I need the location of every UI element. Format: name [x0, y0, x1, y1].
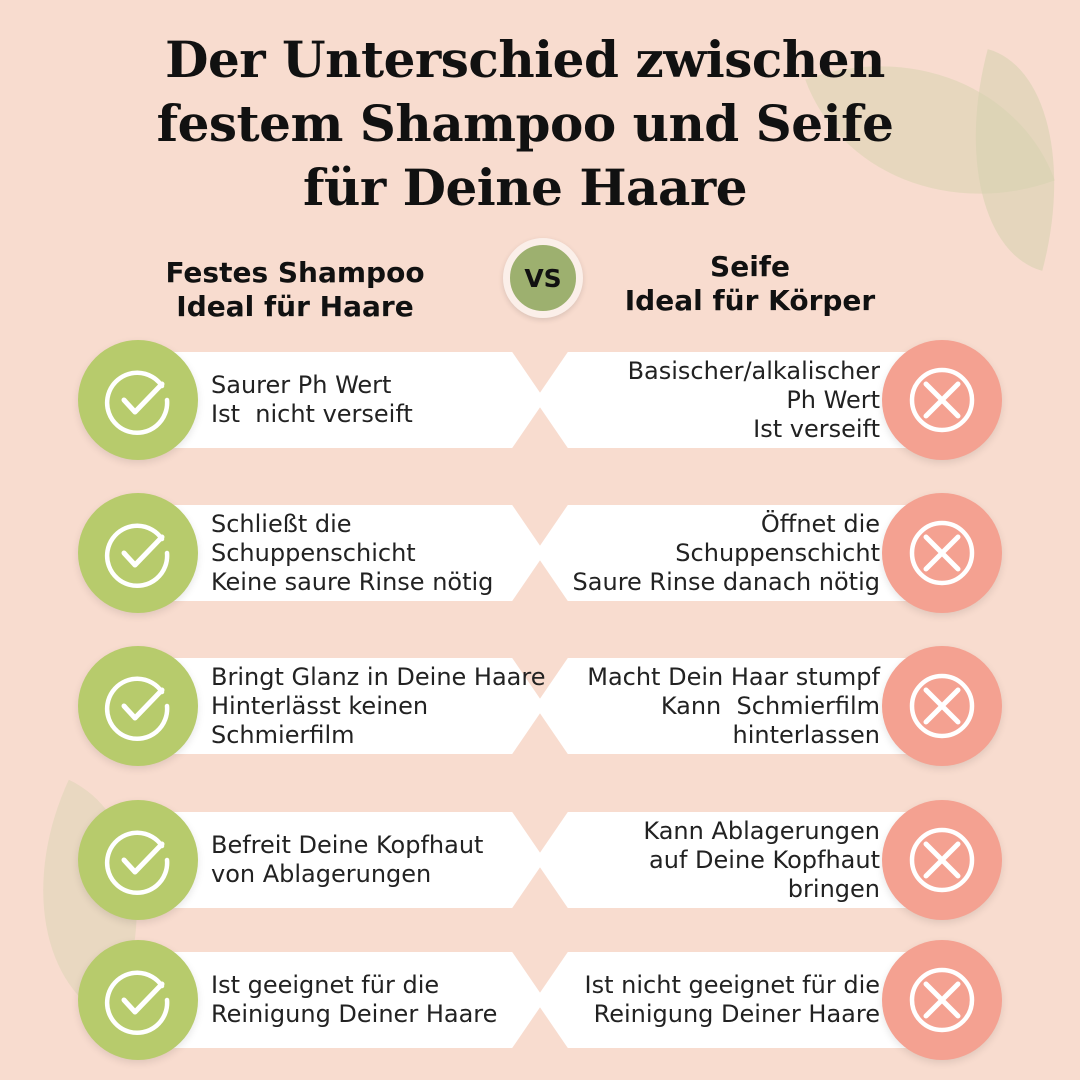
check-circle-icon [78, 340, 198, 460]
x-circle-icon [882, 800, 1002, 920]
shampoo-benefit-text: Bringt Glanz in Deine Haare Hinterlässt … [211, 662, 546, 749]
shampoo-benefit-text: Befreit Deine Kopfhaut von Ablagerungen [211, 831, 484, 888]
x-circle-icon [882, 493, 1002, 613]
comparison-row: Schließt die Schuppenschicht Keine saure… [0, 493, 1080, 613]
x-circle-icon [882, 940, 1002, 1060]
shampoo-benefit-text: Saurer Ph Wert Ist nicht verseift [211, 371, 413, 428]
right-header-line: Seife [710, 250, 790, 283]
check-circle-icon [78, 646, 198, 766]
x-circle-icon [882, 646, 1002, 766]
shampoo-benefit-text: Schließt die Schuppenschicht Keine saure… [211, 509, 494, 596]
soap-drawback-text: Ist nicht geeignet für die Reinigung Dei… [584, 971, 880, 1028]
title-line: festem Shampoo und Seife [156, 94, 894, 153]
title-line: für Deine Haare [302, 158, 748, 217]
left-header-line: Festes Shampoo [165, 256, 425, 289]
comparison-row: Saurer Ph Wert Ist nicht verseift Basisc… [0, 340, 1080, 460]
right-header-line: Ideal für Körper [624, 284, 876, 317]
left-banner [135, 658, 545, 754]
left-banner [135, 952, 545, 1048]
right-banner [535, 352, 945, 448]
right-column-header: Seife Ideal für Körper [610, 250, 890, 318]
soap-drawback-text: Kann Ablagerungen auf Deine Kopfhaut bri… [643, 816, 880, 903]
left-banner [135, 812, 545, 908]
soap-drawback-text: Öffnet die Schuppenschicht Saure Rinse d… [572, 509, 880, 596]
right-banner [535, 658, 945, 754]
title-line: Der Unterschied zwischen [165, 30, 885, 89]
comparison-row: Bringt Glanz in Deine Haare Hinterlässt … [0, 646, 1080, 766]
page-title: Der Unterschied zwischen festem Shampoo … [0, 28, 1050, 220]
right-banner [535, 952, 945, 1048]
left-banner [135, 352, 545, 448]
vs-badge: VS [503, 238, 583, 318]
x-circle-icon [882, 340, 1002, 460]
right-banner [535, 812, 945, 908]
comparison-row: Ist geeignet für die Reinigung Deiner Ha… [0, 940, 1080, 1060]
soap-drawback-text: Basischer/alkalischer Ph Wert Ist versei… [627, 356, 880, 443]
check-circle-icon [78, 940, 198, 1060]
check-circle-icon [78, 800, 198, 920]
comparison-row: Befreit Deine Kopfhaut von Ablagerungen … [0, 800, 1080, 920]
shampoo-benefit-text: Ist geeignet für die Reinigung Deiner Ha… [211, 971, 498, 1028]
left-header-line: Ideal für Haare [176, 290, 414, 323]
left-banner [135, 505, 545, 601]
soap-drawback-text: Macht Dein Haar stumpf Kann Schmierfilm … [587, 662, 880, 749]
left-column-header: Festes Shampoo Ideal für Haare [150, 256, 440, 324]
check-circle-icon [78, 493, 198, 613]
right-banner [535, 505, 945, 601]
